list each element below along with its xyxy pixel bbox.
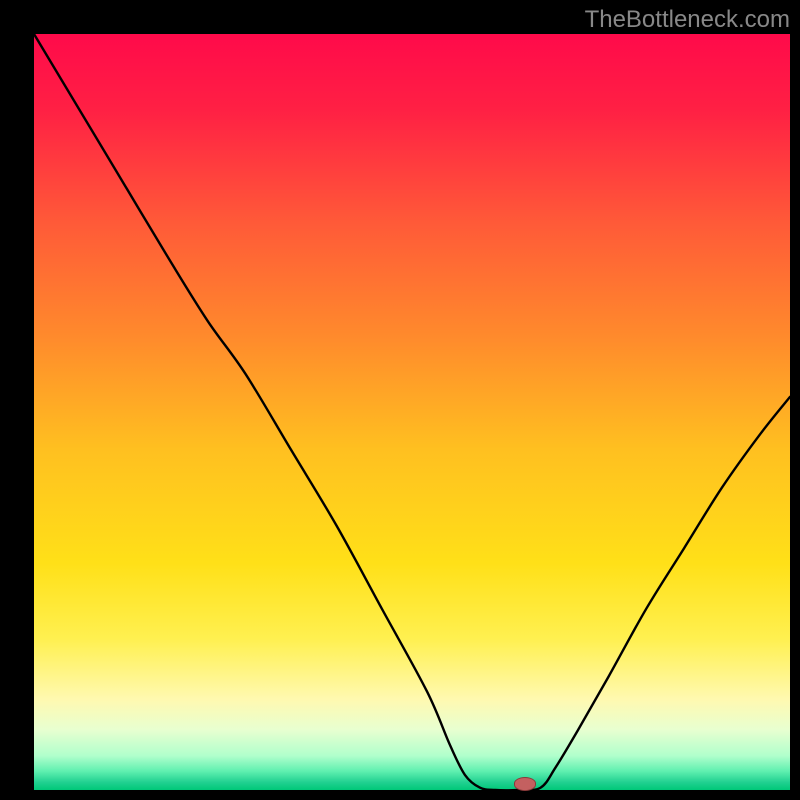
bottleneck-curve [34,34,790,790]
curve-path [34,34,790,790]
chart-container: TheBottleneck.com [0,0,800,800]
optimal-point-marker [514,777,536,791]
watermark-text: TheBottleneck.com [585,6,790,34]
plot-area [34,34,790,790]
